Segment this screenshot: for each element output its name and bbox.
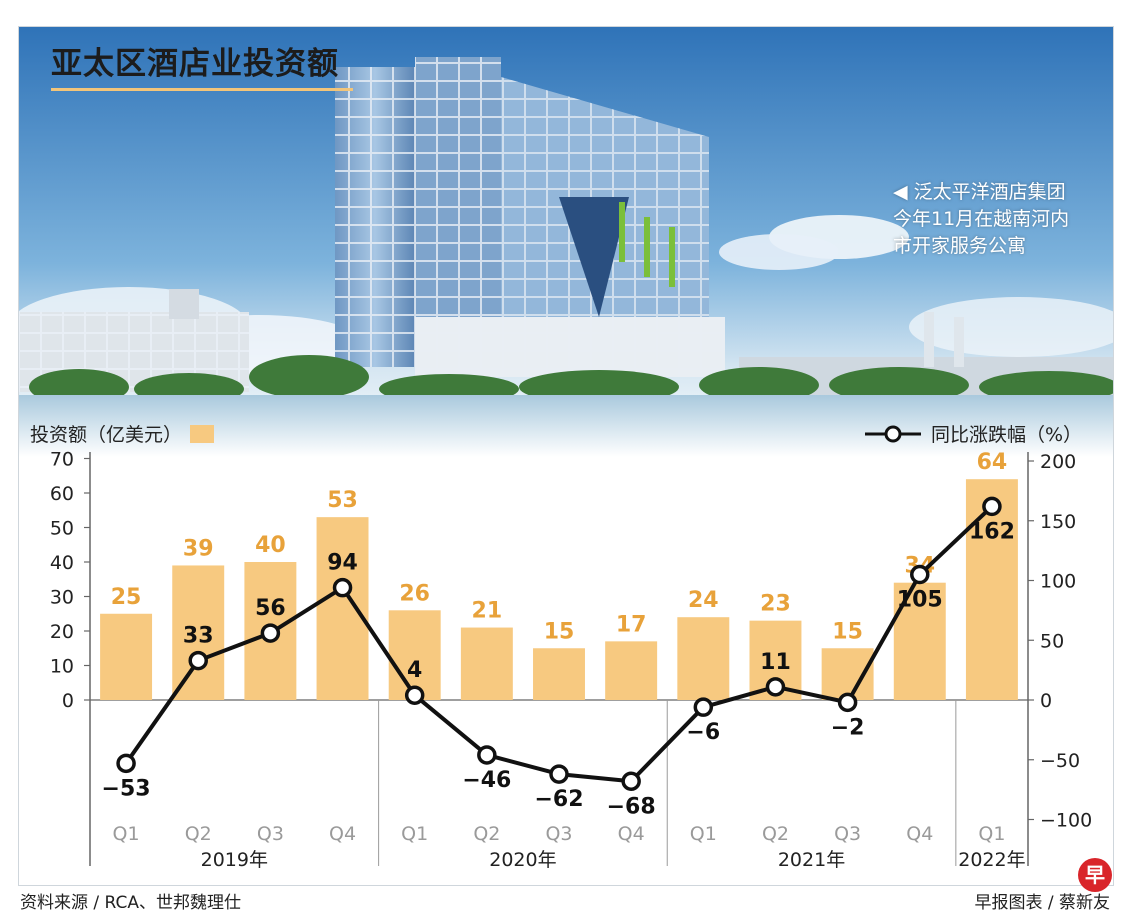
left-tick-label-50: 50 [50,518,74,540]
bar-value-label-7: 17 [616,612,647,637]
line-value-label-12: 162 [969,519,1015,544]
left-tick-label-0: 0 [62,690,74,712]
legend-bar-label: 投资额（亿美元） [30,424,183,446]
line-value-label-0: −53 [102,776,151,801]
category-label-3: Q4 [329,823,356,845]
line-value-label-6: −62 [534,787,583,812]
bar-5 [460,627,513,700]
bar-value-label-5: 21 [472,599,503,624]
category-label-11: Q4 [906,823,933,845]
legend-line-marker [864,425,921,442]
category-label-9: Q2 [762,823,789,845]
bar-1 [172,565,225,700]
bar-8 [677,617,730,700]
line-point-7 [621,771,641,792]
category-label-0: Q1 [113,823,140,845]
legend-line-label: 同比涨跌幅（%） [930,424,1082,446]
left-tick-label-40: 40 [50,552,74,574]
right-tick-label-5: 150 [1040,511,1076,533]
right-tick-label-2: 0 [1040,690,1052,712]
right-tick-label-4: 100 [1040,571,1076,593]
category-label-7: Q4 [618,823,645,845]
left-tick-label-10: 10 [50,656,74,678]
line-point-1 [188,650,208,671]
chart-title: 亚太区酒店业投资额 [51,46,339,82]
category-label-8: Q1 [690,823,717,845]
line-point-10 [837,692,858,713]
chart-frame: 亚太区酒店业投资额 ◀ 泛太平洋酒店集团 今年11月在越南河内 市开家服务公寓 [18,26,1114,886]
bar-7 [605,641,658,700]
category-label-2: Q3 [257,823,284,845]
line-value-label-4: 4 [407,658,422,683]
bar-4 [388,610,441,700]
group-label-3: 2022年 [958,849,1025,871]
title-bar: 亚太区酒店业投资额 [37,41,353,93]
group-label-1: 2020年 [489,849,556,871]
bar-3 [316,517,369,700]
bar-value-label-3: 53 [327,488,358,513]
footer-source: 资料来源 / RCA、世邦魏理仕 [20,893,241,913]
left-tick-label-70: 70 [50,449,74,471]
group-label-0: 2019年 [201,849,268,871]
line-point-9 [765,677,786,697]
bar-6 [533,648,585,700]
category-label-6: Q3 [545,823,572,845]
line-point-2 [260,623,281,643]
caption-line-3: 市开家服务公寓 [893,235,1027,257]
line-point-4 [404,685,425,705]
bar-value-label-8: 24 [688,588,719,613]
line-value-label-9: 11 [760,650,791,675]
title-underline [51,88,353,91]
category-label-5: Q2 [473,823,500,845]
line-value-label-5: −46 [462,768,511,793]
left-tick-label-60: 60 [50,483,74,505]
photo-caption: ◀ 泛太平洋酒店集团 今年11月在越南河内 市开家服务公寓 [893,179,1108,260]
bar-0 [100,613,153,700]
line-value-label-8: −6 [686,720,720,745]
bar-value-label-4: 26 [399,581,430,606]
bar-value-label-1: 39 [183,536,214,561]
bar-value-label-12: 64 [977,450,1008,475]
hotel-photo-illustration [19,27,1113,457]
caption-line-2: 今年11月在越南河内 [893,208,1070,230]
footer-credit: 早报图表 / 蔡新友 [974,893,1110,913]
line-point-11 [910,564,930,585]
category-label-10: Q3 [834,823,861,845]
bar-value-label-10: 15 [832,619,863,644]
line-point-8 [693,697,714,717]
right-tick-label-3: 50 [1040,630,1064,652]
line-point-0 [116,753,136,774]
category-label-1: Q2 [185,823,212,845]
bar-value-label-9: 23 [760,592,791,617]
right-tick-label-0: −100 [1040,810,1092,832]
legend-line: 同比涨跌幅（%） [863,420,1082,447]
line-point-6 [549,764,569,784]
caption-line-1: ◀ 泛太平洋酒店集团 [893,181,1066,203]
bar-value-label-0: 25 [111,585,142,610]
zaobao-logo: 早 [1078,858,1112,892]
left-tick-label-20: 20 [50,621,74,643]
bar-value-label-2: 40 [255,533,286,558]
line-value-label-1: 33 [183,624,214,649]
bar-value-label-6: 15 [544,619,575,644]
category-label-12: Q1 [978,823,1005,845]
line-point-3 [332,577,353,598]
group-label-2: 2021年 [778,849,845,871]
line-point-12 [982,496,1002,517]
line-value-label-3: 94 [327,551,358,576]
legend-bar-swatch [190,424,215,443]
left-tick-label-30: 30 [50,587,74,609]
line-value-label-10: −2 [831,715,865,740]
right-tick-label-1: −50 [1040,750,1080,772]
line-value-label-2: 56 [255,596,286,621]
line-value-label-11: 105 [897,588,943,613]
line-value-label-7: −68 [607,794,656,819]
category-label-4: Q1 [401,823,428,845]
line-point-5 [477,745,497,765]
right-tick-label-6: 200 [1040,451,1076,473]
legend-bar: 投资额（亿美元） [30,420,215,447]
